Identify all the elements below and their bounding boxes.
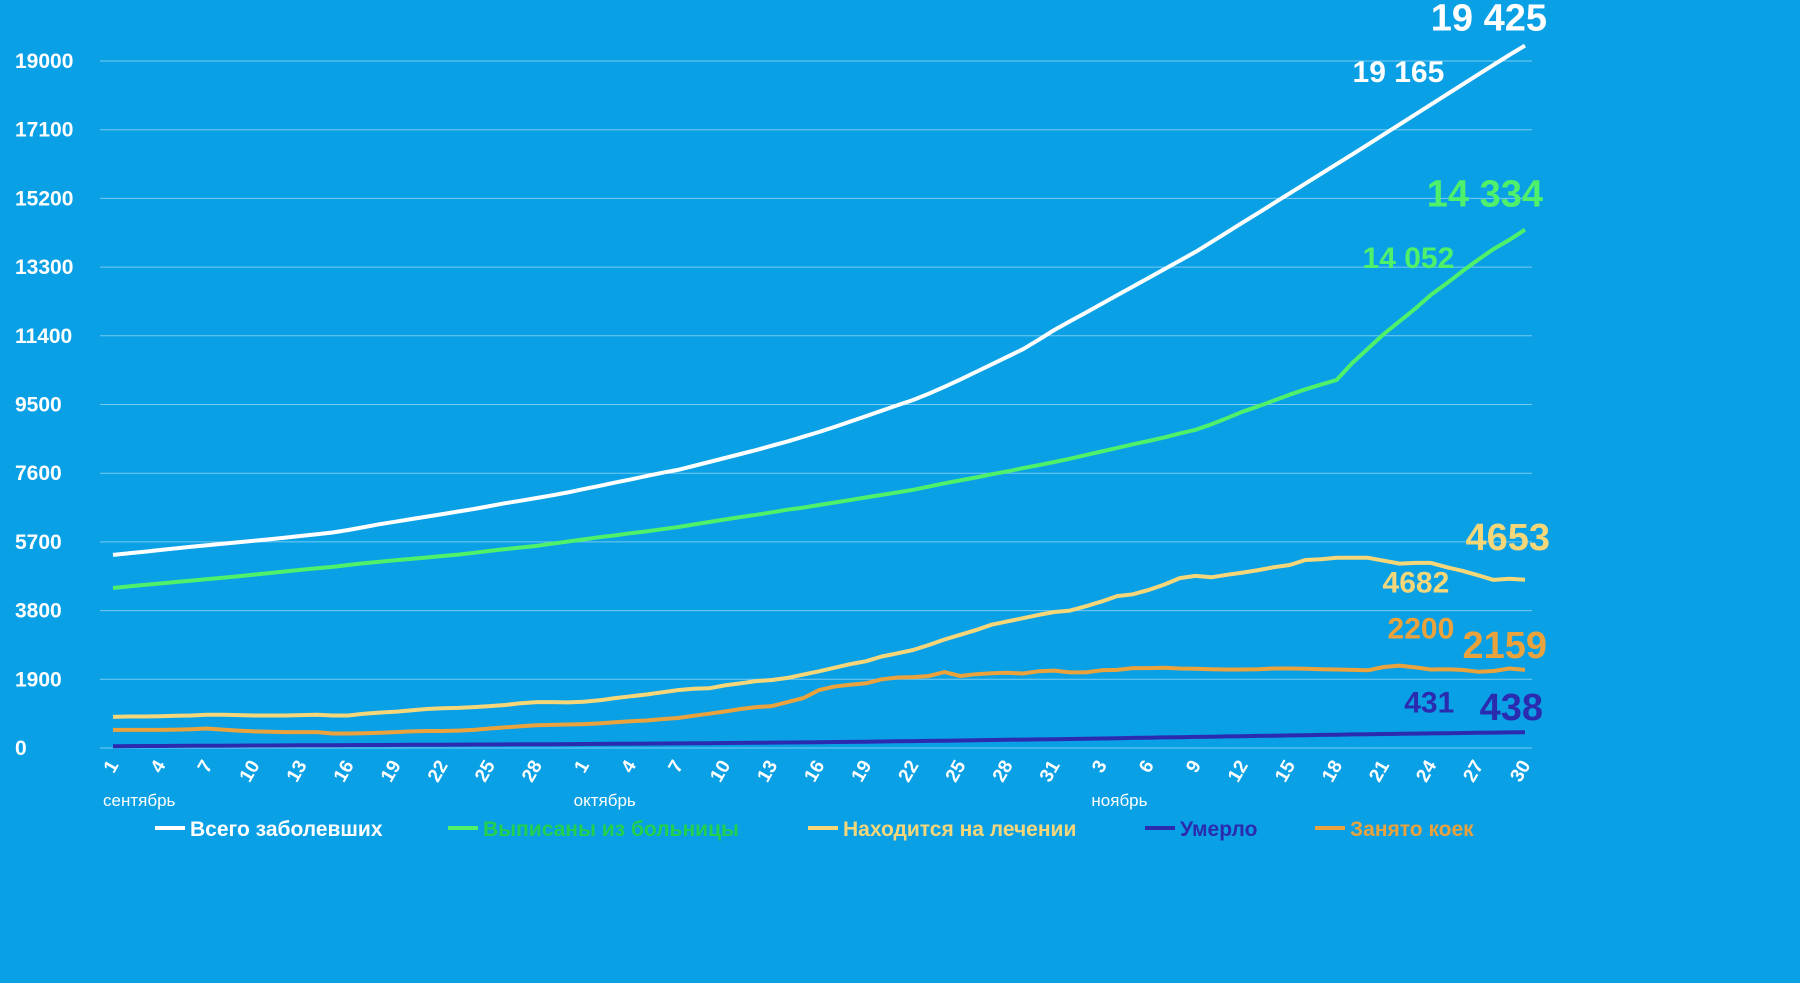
y-tick-label: 7600 (15, 462, 62, 485)
x-tick-label: 4 (147, 757, 171, 777)
x-tick-label: 10 (706, 757, 735, 786)
legend-label: Находится на лечении (843, 818, 1076, 841)
x-tick-label: 24 (1412, 757, 1441, 786)
x-tick-label: 28 (989, 757, 1018, 786)
x-tick-label: 13 (754, 757, 783, 786)
x-tick-label: 1 (571, 757, 595, 777)
x-tick-label: 7 (194, 757, 217, 777)
x-tick-label: 25 (471, 757, 500, 786)
x-tick-label: 22 (895, 757, 924, 786)
value-label: 14 052 (1363, 242, 1455, 275)
x-tick-label: 21 (1365, 757, 1394, 786)
x-tick-label: 9 (1182, 757, 1205, 777)
x-tick-label: 19 (377, 757, 406, 786)
series-line (112, 730, 1526, 749)
series-line (112, 228, 1527, 590)
legend-label: Выписаны из больницы (483, 818, 739, 841)
x-tick-label: 1 (100, 757, 124, 777)
month-label: ноябрь (1091, 791, 1147, 810)
x-tick-label: 27 (1460, 757, 1489, 786)
legend-label: Всего заболевших (190, 818, 383, 841)
series-line (113, 663, 1526, 736)
series-line (112, 555, 1526, 719)
value-label: 4682 (1383, 567, 1450, 600)
y-tick-label: 9500 (15, 394, 62, 417)
x-tick-label: 16 (330, 757, 359, 786)
x-tick-label: 6 (1135, 757, 1158, 777)
y-tick-label: 15200 (15, 187, 73, 210)
value-label: 14 334 (1427, 174, 1543, 216)
value-label: 2200 (1388, 612, 1455, 645)
x-tick-label: 4 (618, 757, 642, 777)
x-tick-label: 22 (424, 757, 453, 786)
x-tick-label: 15 (1271, 757, 1300, 786)
y-tick-label: 3800 (15, 600, 62, 623)
y-tick-label: 11400 (15, 325, 72, 348)
value-label: 431 (1404, 686, 1454, 719)
month-label: октябрь (574, 791, 636, 810)
y-tick-label: 0 (15, 737, 27, 760)
y-tick-label: 17100 (15, 119, 73, 142)
legend-label: Умерло (1180, 818, 1257, 841)
x-tick-label: 30 (1507, 757, 1536, 786)
x-tick-label: 12 (1224, 757, 1253, 786)
x-tick-label: 31 (1036, 757, 1065, 786)
month-label: сентябрь (103, 791, 176, 810)
value-label: 19 425 (1431, 0, 1547, 40)
y-tick-label: 1900 (15, 668, 62, 691)
x-tick-label: 18 (1318, 757, 1347, 786)
y-tick-label: 5700 (15, 531, 62, 554)
series-line (112, 43, 1527, 557)
value-label: 19 165 (1353, 56, 1445, 89)
x-tick-label: 16 (801, 757, 830, 786)
x-tick-label: 19 (848, 757, 877, 786)
x-tick-label: 3 (1088, 757, 1111, 777)
value-label: 438 (1480, 687, 1543, 729)
value-label: 4653 (1465, 517, 1550, 559)
value-label: 2159 (1462, 625, 1547, 667)
x-tick-label: 28 (518, 757, 547, 786)
x-tick-label: 7 (665, 757, 688, 777)
y-tick-label: 13300 (15, 256, 73, 279)
x-tick-label: 10 (236, 757, 265, 786)
x-tick-label: 13 (283, 757, 312, 786)
x-tick-label: 25 (942, 757, 971, 786)
y-tick-label: 19000 (15, 50, 73, 73)
legend-label: Занято коек (1350, 818, 1474, 841)
